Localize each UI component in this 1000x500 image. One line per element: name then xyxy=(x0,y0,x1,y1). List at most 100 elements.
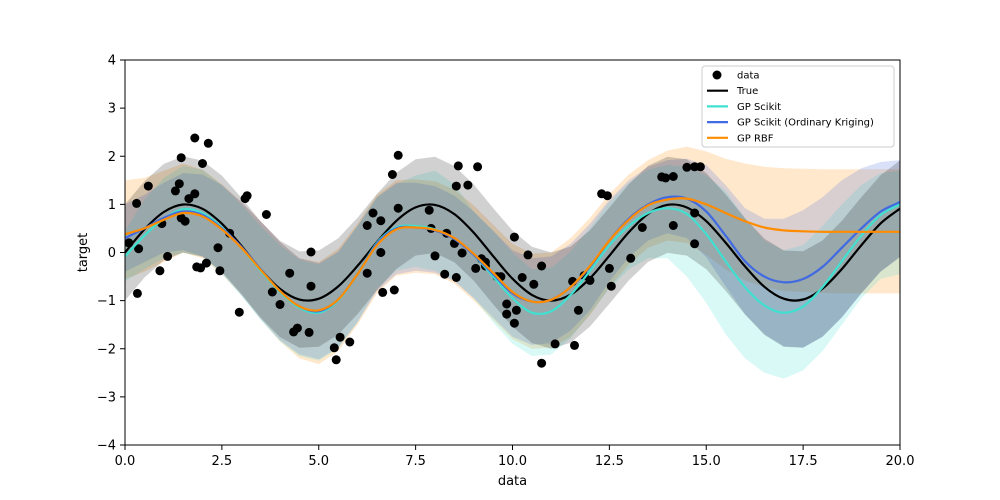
data-point xyxy=(473,162,483,172)
data-point xyxy=(176,153,186,163)
data-point xyxy=(606,281,616,291)
y-tick-label: 1 xyxy=(108,198,116,213)
line-gp-rbf xyxy=(124,197,900,312)
data-point xyxy=(393,203,403,213)
x-tick-label: 12.5 xyxy=(595,454,624,469)
data-point xyxy=(502,299,512,309)
data-point xyxy=(331,355,341,365)
data-point xyxy=(604,263,614,273)
data-point xyxy=(430,251,440,261)
data-point xyxy=(306,281,316,291)
data-point xyxy=(242,191,252,201)
data-point xyxy=(174,179,184,189)
data-point xyxy=(292,323,302,333)
data-point xyxy=(517,273,527,282)
data-point xyxy=(345,337,355,347)
data-point xyxy=(537,261,547,271)
x-tick-label: 5.0 xyxy=(308,454,329,469)
data-point xyxy=(695,162,705,172)
y-tick-label: −2 xyxy=(97,342,116,357)
data-point xyxy=(362,268,372,278)
data-point xyxy=(285,268,295,278)
data-point xyxy=(471,263,481,273)
band-gp-scikit xyxy=(125,164,900,379)
data-point xyxy=(180,216,190,226)
data-point xyxy=(529,279,539,289)
data-point xyxy=(668,172,678,181)
data-point xyxy=(275,300,285,309)
data-point xyxy=(368,208,378,218)
data-point xyxy=(502,309,512,319)
x-tick-label: 15.0 xyxy=(692,454,721,469)
legend-label: GP Scikit (Ordinary Kriging) xyxy=(737,118,874,129)
x-tick-label: 17.5 xyxy=(789,454,818,469)
x-tick-label: 7.5 xyxy=(405,454,426,469)
data-point xyxy=(387,170,397,179)
data-point xyxy=(523,250,533,260)
data-point xyxy=(440,269,450,279)
data-point xyxy=(261,210,271,219)
y-tick-label: 0 xyxy=(108,246,116,261)
data-point xyxy=(378,287,388,297)
data-point xyxy=(134,244,144,254)
data-point xyxy=(201,258,211,268)
legend-label: GP RBF xyxy=(737,133,774,144)
data-point xyxy=(170,186,180,196)
data-point xyxy=(668,221,678,230)
y-tick-label: −4 xyxy=(97,439,116,454)
data-point xyxy=(509,318,519,328)
data-point xyxy=(602,191,612,201)
data-point xyxy=(306,247,316,257)
y-axis-label: target xyxy=(76,233,91,273)
data-point xyxy=(585,275,595,285)
data-point xyxy=(573,305,583,315)
x-tick-label: 20.0 xyxy=(886,454,915,469)
data-point xyxy=(213,243,223,253)
data-points xyxy=(124,133,705,368)
data-point xyxy=(304,327,314,337)
data-point xyxy=(451,181,461,191)
y-axis-ticks: −4 −3 −2 −1 0 1 2 3 4 xyxy=(97,54,125,454)
data-point xyxy=(463,180,473,190)
data-point xyxy=(690,239,700,249)
data-point xyxy=(682,162,692,172)
data-point xyxy=(376,248,386,257)
data-point xyxy=(424,205,434,215)
x-axis-label: data xyxy=(498,474,527,489)
y-tick-label: −3 xyxy=(97,390,116,405)
data-point xyxy=(198,159,207,168)
data-point xyxy=(163,251,173,261)
data-point xyxy=(215,266,225,276)
y-tick-label: 4 xyxy=(108,54,116,69)
legend-label: True xyxy=(736,86,758,97)
data-point xyxy=(267,287,277,297)
data-point xyxy=(329,343,339,353)
data-point xyxy=(626,253,636,263)
x-tick-label: 2.5 xyxy=(212,454,233,469)
data-point xyxy=(234,307,244,317)
legend-label: data xyxy=(737,71,760,82)
legend-marker-data xyxy=(712,70,722,80)
band-gp-scikit-ordinary-kriging xyxy=(125,158,900,360)
y-tick-label: 2 xyxy=(108,150,116,165)
data-point xyxy=(661,173,671,183)
data-point xyxy=(457,248,467,258)
y-tick-label: 3 xyxy=(108,102,116,117)
data-point xyxy=(537,358,547,368)
data-point xyxy=(511,305,521,315)
x-tick-label: 10.0 xyxy=(498,454,527,469)
data-point xyxy=(132,198,142,208)
data-point xyxy=(190,189,200,199)
data-point xyxy=(143,181,153,191)
data-point xyxy=(362,221,372,230)
data-point xyxy=(155,266,165,276)
data-point xyxy=(393,150,403,160)
legend-label: GP Scikit xyxy=(737,102,781,113)
data-point xyxy=(451,273,461,282)
legend-box xyxy=(701,65,895,148)
data-point xyxy=(376,216,386,226)
data-point xyxy=(132,288,142,298)
x-tick-label: 0.0 xyxy=(115,454,136,469)
data-point xyxy=(453,161,463,171)
